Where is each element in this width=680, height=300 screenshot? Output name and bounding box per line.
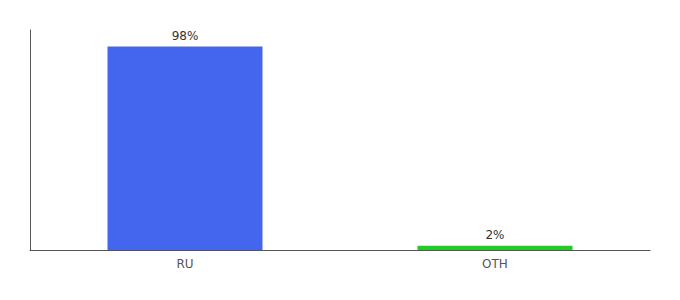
svg-text:98%: 98% [172, 29, 199, 43]
svg-text:OTH: OTH [482, 257, 508, 271]
svg-text:RU: RU [176, 257, 193, 271]
svg-text:2%: 2% [485, 228, 504, 242]
